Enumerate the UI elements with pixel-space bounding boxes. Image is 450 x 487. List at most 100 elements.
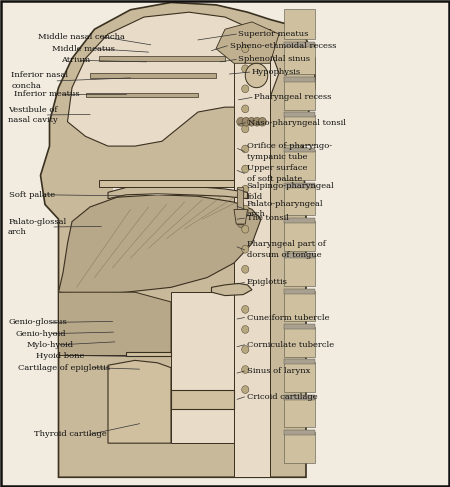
Text: Naso-pharyngeal tonsil: Naso-pharyngeal tonsil xyxy=(248,119,346,127)
Polygon shape xyxy=(284,289,315,294)
Polygon shape xyxy=(284,253,315,258)
Text: Middle meatus: Middle meatus xyxy=(52,45,115,53)
Circle shape xyxy=(238,201,244,208)
Polygon shape xyxy=(284,430,315,435)
Text: Vestibule of: Vestibule of xyxy=(8,106,58,113)
Text: Spheno-ethmoidal recess: Spheno-ethmoidal recess xyxy=(230,42,336,50)
Polygon shape xyxy=(112,187,234,195)
Polygon shape xyxy=(99,180,234,187)
Polygon shape xyxy=(284,432,315,463)
Polygon shape xyxy=(126,352,171,356)
Circle shape xyxy=(242,325,249,333)
Circle shape xyxy=(238,221,244,227)
Circle shape xyxy=(248,117,256,126)
Polygon shape xyxy=(284,44,315,74)
Circle shape xyxy=(253,117,261,126)
Polygon shape xyxy=(284,218,315,223)
Polygon shape xyxy=(171,292,234,443)
Text: Upper surface: Upper surface xyxy=(247,164,307,172)
Text: Atrium: Atrium xyxy=(61,56,90,64)
Text: Cricoid cartilage: Cricoid cartilage xyxy=(247,393,317,401)
Polygon shape xyxy=(216,22,279,63)
Text: Hyoid bone: Hyoid bone xyxy=(36,352,85,359)
Text: Orifice of pharyngo-: Orifice of pharyngo- xyxy=(247,142,332,150)
Circle shape xyxy=(238,211,244,218)
Circle shape xyxy=(242,45,249,53)
Circle shape xyxy=(242,285,249,293)
Circle shape xyxy=(242,165,249,173)
Polygon shape xyxy=(108,185,248,199)
Polygon shape xyxy=(234,29,270,477)
Text: concha: concha xyxy=(11,82,41,90)
Polygon shape xyxy=(284,183,315,188)
Polygon shape xyxy=(284,79,315,110)
Text: Palato-pharyngeal: Palato-pharyngeal xyxy=(247,200,323,207)
Polygon shape xyxy=(284,291,315,321)
Text: fold: fold xyxy=(247,193,263,201)
Text: Sphenoidal sinus: Sphenoidal sinus xyxy=(238,56,310,63)
Text: Middle nasal concha: Middle nasal concha xyxy=(38,33,125,40)
Polygon shape xyxy=(171,390,234,409)
Text: dorsum of tongue: dorsum of tongue xyxy=(247,251,321,259)
Polygon shape xyxy=(58,195,261,295)
Polygon shape xyxy=(234,209,248,224)
Polygon shape xyxy=(237,187,243,224)
Circle shape xyxy=(258,117,266,126)
Circle shape xyxy=(242,125,249,133)
Polygon shape xyxy=(284,115,315,145)
Polygon shape xyxy=(284,148,315,152)
Circle shape xyxy=(242,346,249,354)
Circle shape xyxy=(242,117,250,126)
Polygon shape xyxy=(284,362,315,392)
Text: arch: arch xyxy=(247,210,266,218)
Text: Corniculate tubercle: Corniculate tubercle xyxy=(247,341,334,349)
Circle shape xyxy=(242,265,249,273)
Circle shape xyxy=(242,386,249,393)
Polygon shape xyxy=(284,112,315,117)
Polygon shape xyxy=(68,12,279,146)
Polygon shape xyxy=(90,73,216,78)
Polygon shape xyxy=(284,397,315,428)
Text: Epiglottis: Epiglottis xyxy=(247,279,288,286)
Text: Hypophysis: Hypophysis xyxy=(252,68,301,76)
Text: Sinus of larynx: Sinus of larynx xyxy=(247,367,310,375)
Text: Thyroid cartilage: Thyroid cartilage xyxy=(34,431,107,438)
Polygon shape xyxy=(284,324,315,329)
Polygon shape xyxy=(284,359,315,364)
Text: The tonsil: The tonsil xyxy=(247,214,288,222)
Text: nasal cavity: nasal cavity xyxy=(8,116,58,124)
Circle shape xyxy=(242,305,249,313)
Polygon shape xyxy=(86,93,198,97)
Polygon shape xyxy=(284,186,315,215)
Text: Genio-hyoid: Genio-hyoid xyxy=(16,330,67,337)
Polygon shape xyxy=(212,283,252,296)
Text: tympanic tube: tympanic tube xyxy=(247,153,307,161)
Text: Salpingo-pharyngeal: Salpingo-pharyngeal xyxy=(247,182,334,190)
Circle shape xyxy=(242,145,249,153)
Text: Genio-glossus: Genio-glossus xyxy=(8,318,67,326)
Text: Pharyngeal part of: Pharyngeal part of xyxy=(247,241,325,248)
Text: Cartilage of epiglottis: Cartilage of epiglottis xyxy=(18,364,110,372)
Circle shape xyxy=(242,65,249,73)
Polygon shape xyxy=(40,2,315,477)
Circle shape xyxy=(242,105,249,113)
Circle shape xyxy=(237,117,245,126)
Text: Superior meatus: Superior meatus xyxy=(238,30,309,38)
Circle shape xyxy=(242,225,249,233)
Circle shape xyxy=(242,245,249,253)
Text: Palato-glossal: Palato-glossal xyxy=(8,218,66,225)
Text: Inferior meatus: Inferior meatus xyxy=(14,90,79,97)
Circle shape xyxy=(242,366,249,374)
Polygon shape xyxy=(284,221,315,251)
Text: Soft palate: Soft palate xyxy=(9,191,55,199)
Polygon shape xyxy=(58,292,171,356)
Polygon shape xyxy=(284,327,315,356)
Polygon shape xyxy=(284,42,315,47)
Text: Mylo-hyoid: Mylo-hyoid xyxy=(27,341,74,349)
Polygon shape xyxy=(284,9,315,39)
Polygon shape xyxy=(284,150,315,180)
Text: Inferior nasal: Inferior nasal xyxy=(11,72,68,79)
Polygon shape xyxy=(99,56,225,61)
Circle shape xyxy=(245,63,268,88)
Text: Cuneiform tubercle: Cuneiform tubercle xyxy=(247,314,329,321)
